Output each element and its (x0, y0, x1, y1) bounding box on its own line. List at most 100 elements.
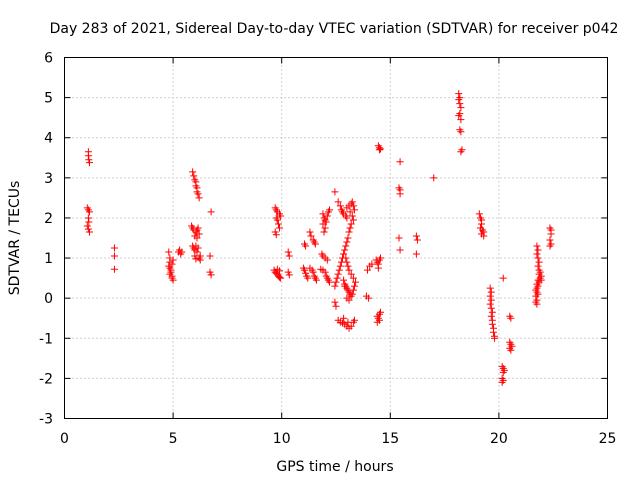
data-point (321, 268, 329, 276)
data-point (334, 270, 342, 278)
data-point (498, 378, 506, 386)
data-point (276, 267, 284, 275)
data-point (534, 246, 542, 254)
y-tick-label: 4 (44, 131, 53, 147)
data-point (344, 262, 352, 270)
data-point (85, 208, 93, 216)
data-point (335, 266, 343, 274)
data-point (340, 276, 348, 284)
y-tick-label: 6 (44, 51, 53, 67)
data-point (169, 256, 177, 264)
data-point (547, 230, 555, 238)
data-point (110, 265, 118, 273)
y-tick-label: -3 (39, 412, 53, 428)
data-point (192, 255, 200, 263)
data-point (189, 168, 197, 176)
data-point (194, 190, 202, 198)
data-point (350, 282, 358, 290)
data-point (533, 300, 541, 308)
data-point (430, 174, 438, 182)
data-point (341, 282, 349, 290)
data-point (331, 282, 339, 290)
data-point (307, 232, 315, 240)
data-point (345, 296, 353, 304)
data-point (85, 228, 93, 236)
data-point (169, 276, 177, 284)
data-point (487, 288, 495, 296)
y-tick-label: 0 (44, 291, 53, 307)
data-point (346, 224, 354, 232)
data-point (190, 172, 198, 180)
data-point (342, 242, 350, 250)
data-point (323, 256, 331, 264)
data-point (193, 248, 201, 256)
data-point (274, 220, 282, 228)
data-point (533, 242, 541, 250)
data-point (349, 274, 357, 282)
data-point (455, 90, 463, 98)
data-point (456, 100, 464, 108)
data-point (347, 220, 355, 228)
x-tick-label: 5 (169, 431, 178, 447)
data-point (302, 242, 310, 250)
data-point (537, 276, 545, 284)
data-point (343, 238, 351, 246)
data-point (368, 260, 376, 268)
data-point (319, 220, 327, 228)
data-point (475, 210, 483, 218)
data-point (348, 198, 356, 206)
chart-title: Day 283 of 2021, Sidereal Day-to-day VTE… (50, 21, 619, 37)
data-point (345, 266, 353, 274)
data-point (340, 250, 348, 258)
data-point (344, 318, 352, 326)
data-point (344, 234, 352, 242)
y-tick-label: 1 (44, 251, 53, 267)
data-point (272, 231, 280, 239)
data-point (486, 300, 494, 308)
data-point (533, 250, 541, 258)
data-point (168, 260, 176, 268)
data-point (340, 314, 348, 322)
data-point (363, 266, 371, 274)
x-tick-label: 25 (599, 431, 617, 447)
data-point (331, 188, 339, 196)
data-point (365, 294, 373, 302)
data-point (487, 304, 495, 312)
plot-frame (64, 57, 608, 419)
data-point (374, 264, 382, 272)
data-point (457, 148, 465, 156)
data-point (195, 230, 203, 238)
data-point (306, 228, 314, 236)
data-point (455, 112, 463, 120)
data-point (339, 208, 347, 216)
data-point (301, 266, 309, 274)
y-tick-label: 3 (44, 171, 53, 187)
data-point (177, 250, 185, 258)
data-point (348, 212, 356, 220)
data-point (347, 322, 355, 330)
data-point (457, 104, 465, 112)
data-point (276, 273, 284, 281)
data-point (534, 254, 542, 262)
data-point (332, 278, 340, 286)
data-point (534, 262, 542, 270)
data-point (348, 290, 356, 298)
data-point (336, 202, 344, 210)
data-point (345, 228, 353, 236)
data-point (373, 318, 381, 326)
data-point (193, 234, 201, 242)
data-point (343, 258, 351, 266)
data-point (377, 254, 385, 262)
data-point (319, 210, 327, 218)
data-point (273, 216, 281, 224)
data-point (332, 302, 340, 310)
data-point (377, 145, 385, 153)
data-point (276, 224, 284, 232)
data-point (488, 320, 496, 328)
data-point (194, 244, 202, 252)
data-point (346, 208, 354, 216)
data-point (375, 146, 383, 154)
data-point (331, 298, 339, 306)
data-point (349, 216, 357, 224)
